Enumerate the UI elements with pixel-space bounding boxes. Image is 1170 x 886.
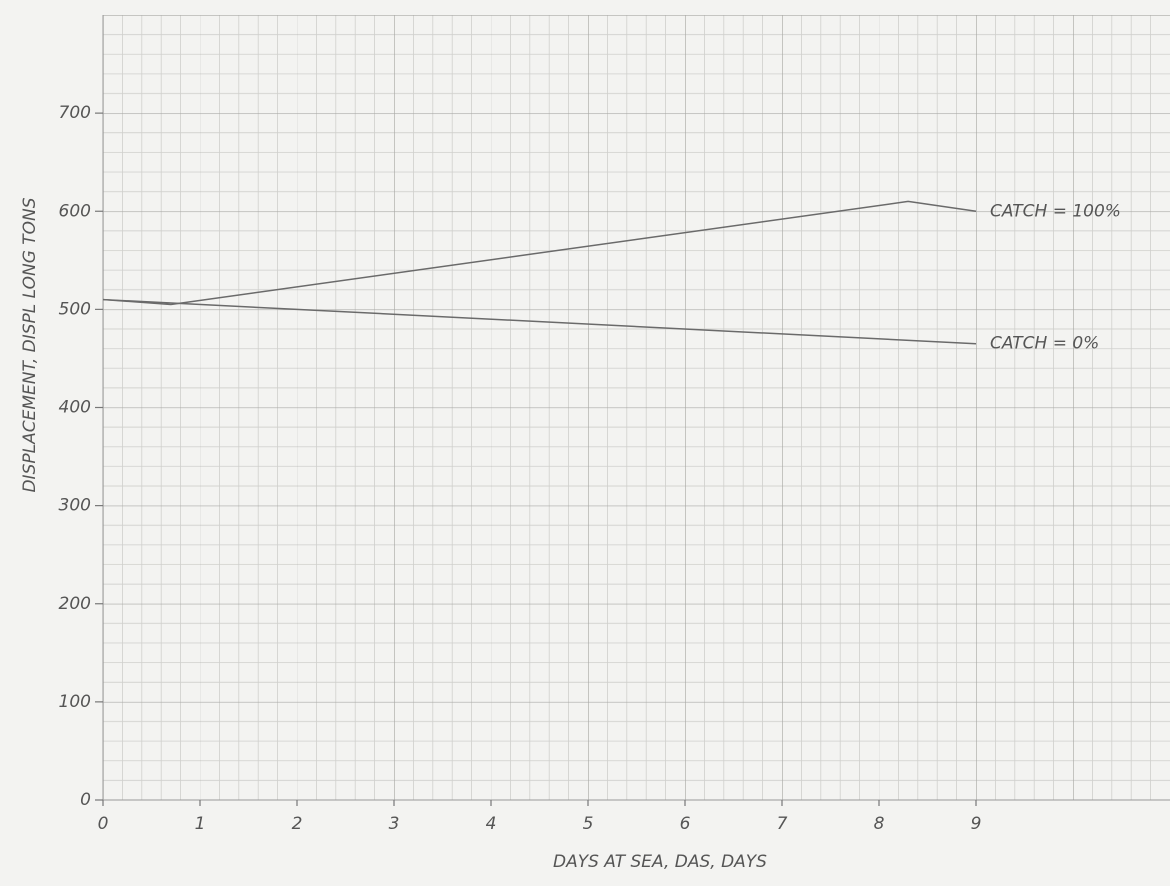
y-tick-label: 200 [59, 594, 91, 614]
x-tick-label: 8 [874, 814, 885, 834]
x-axis-label: DAYS AT SEA, DAS, DAYS [553, 852, 767, 872]
x-tick-label: 6 [680, 814, 691, 834]
y-tick-label: 700 [59, 103, 91, 123]
series-label: CATCH = 0% [990, 334, 1099, 354]
x-tick-label: 9 [971, 814, 982, 834]
x-tick-label: 3 [389, 814, 400, 834]
y-tick-label: 400 [59, 398, 91, 418]
x-tick-label: 2 [292, 814, 303, 834]
y-tick-label: 500 [59, 299, 91, 319]
x-tick-label: 4 [486, 814, 497, 834]
y-axis-label: DISPLACEMENT, DISPL LONG TONS [20, 197, 40, 492]
y-tick-label: 300 [59, 496, 91, 516]
series-label: CATCH = 100% [990, 201, 1121, 221]
y-tick-label: 100 [59, 692, 91, 712]
graph-paper [103, 15, 1170, 800]
x-tick-label: 0 [98, 814, 109, 834]
series-line [102, 298, 977, 345]
y-tick-label: 0 [80, 790, 91, 810]
x-tick-label: 5 [583, 814, 594, 834]
y-tick-label: 600 [59, 201, 91, 221]
x-tick-label: 1 [195, 814, 206, 834]
x-tick-label: 7 [777, 814, 788, 834]
